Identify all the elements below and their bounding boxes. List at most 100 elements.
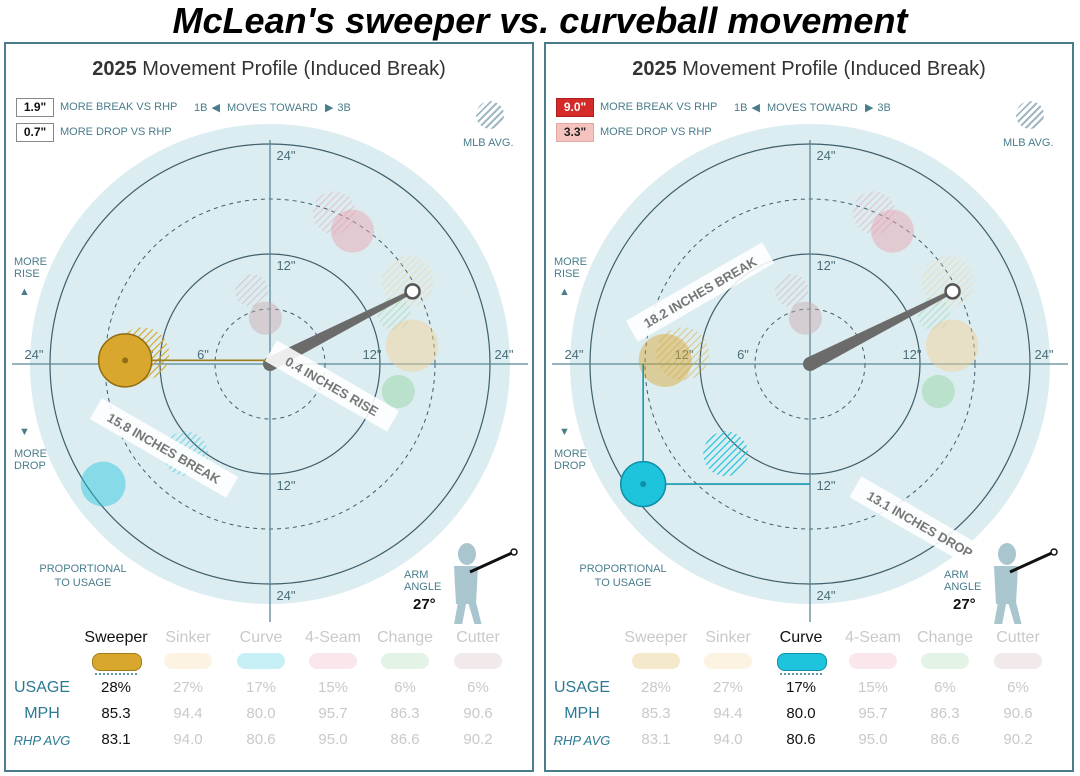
- moves-toward: 1B ◀ MOVES TOWARD ▶ 3B: [734, 101, 895, 114]
- arm-angle-label: ARM ANGLE: [944, 569, 982, 593]
- pitch-header-4-seam: 4-Seam: [304, 629, 362, 646]
- drop-chip: 0.7": [16, 123, 54, 142]
- mlb-avg-marker-cutter: [235, 274, 269, 308]
- arm-angle-value: 27°: [413, 596, 436, 613]
- break-chip-label: MORE BREAK VS RHP: [60, 101, 178, 113]
- movement-plot: 24"12"12"24"24"12"6"12"24"18.2 INCHES BR…: [552, 124, 1068, 624]
- mph-value-sweeper: 85.3: [641, 705, 671, 722]
- moves-toward: 1B ◀ MOVES TOWARD ▶ 3B: [194, 101, 355, 114]
- pitch-marker-cutter: [788, 301, 822, 335]
- tick-label-bottom-24: 24": [276, 588, 295, 603]
- rhp-avg-value-curve: 80.6: [246, 731, 276, 748]
- pitch-swatch-change: [921, 653, 969, 669]
- tick-label-right-12: 12": [362, 347, 381, 362]
- usage-value-sinker: 27%: [172, 679, 204, 696]
- arrow-down-icon: ▼: [19, 426, 30, 438]
- more-drop-label: MORE DROP: [554, 448, 587, 472]
- pitch-header-sinker: Sinker: [165, 629, 211, 646]
- rhp-avg-value-cutter: 90.2: [1003, 731, 1033, 748]
- tick-label-bottom-12: 12": [276, 478, 295, 493]
- mph-value-change: 86.3: [930, 705, 960, 722]
- pitcher-head: [998, 543, 1016, 565]
- ball-icon: [510, 548, 518, 556]
- pitch-header-cutter: Cutter: [996, 629, 1040, 646]
- pitch-header-cutter: Cutter: [456, 629, 500, 646]
- mph-value-sinker: 94.4: [173, 705, 203, 722]
- moves-3b: 3B: [337, 102, 351, 114]
- mph-value-curve: 80.0: [246, 705, 276, 722]
- pitch-header-4-seam: 4-Seam: [844, 629, 902, 646]
- drop-callout-box: [849, 476, 991, 572]
- mlb-avg-marker-sinker: [381, 255, 434, 308]
- arrow-right-icon: ▶: [864, 102, 874, 114]
- sweeper-panel: 2025 Movement Profile (Induced Break) 24…: [4, 42, 534, 772]
- usage-row-label: USAGE: [553, 679, 610, 696]
- mph-value-sweeper: 85.3: [101, 705, 131, 722]
- panel-year: 2025: [632, 58, 677, 80]
- moves-1b: 1B: [194, 102, 208, 114]
- rise-callout-box: [264, 340, 400, 432]
- pitch-header-sweeper: Sweeper: [624, 629, 688, 646]
- pitch-swatch-sweeper: [92, 653, 142, 671]
- drop-chip-label: MORE DROP VS RHP: [600, 126, 712, 138]
- pitch-marker-cutter: [248, 301, 282, 335]
- rhp-avg-value-4-seam: 95.0: [318, 731, 348, 748]
- more-rise-label: MORE RISE: [14, 256, 47, 280]
- release-point-marker: [944, 283, 961, 300]
- rhp-avg-row-label: RHP AVG: [553, 733, 611, 748]
- pitch-header-sinker: Sinker: [705, 629, 751, 646]
- pitch-swatch-curve: [237, 653, 285, 669]
- rhp-avg-value-curve: 80.6: [786, 731, 816, 748]
- tick-label-top-24: 24": [816, 148, 835, 163]
- arm-angle-origin: [803, 357, 817, 371]
- pitch-table: USAGE MPH RHP AVG Sweeper 28% 85.3 83.1 Sinker 2…: [6, 629, 532, 769]
- drop-chip-label: MORE DROP VS RHP: [60, 126, 172, 138]
- usage-row-label: USAGE: [13, 679, 70, 696]
- rhp-avg-value-sweeper: 83.1: [641, 731, 671, 748]
- moves-3b: 3B: [877, 102, 891, 114]
- hatched-circle-icon: [1016, 101, 1044, 129]
- mph-value-change: 86.3: [390, 705, 420, 722]
- usage-value-cutter: 6%: [1007, 679, 1029, 696]
- tick-label-right-24: 24": [494, 347, 513, 362]
- usage-value-sinker: 27%: [712, 679, 744, 696]
- pitch-header-curve: Curve: [779, 629, 823, 646]
- pitch-marker-sinker: [385, 319, 439, 372]
- pitcher-head: [458, 543, 476, 565]
- pitcher-body: [454, 566, 478, 604]
- movement-plot: 24"12"12"24"24"12"6"12"24"0.4 INCHES RIS…: [12, 124, 528, 624]
- pitch-header-curve: Curve: [239, 629, 283, 646]
- tick-label-top-12: 12": [816, 258, 835, 273]
- tick-label-left-6: 6": [197, 347, 209, 362]
- rhp-avg-value-change: 86.6: [930, 731, 960, 748]
- pitch-swatch-sweeper: [632, 653, 680, 669]
- release-point-marker: [404, 283, 421, 300]
- usage-value-4-seam: 15%: [317, 679, 349, 696]
- usage-value-sweeper: 28%: [640, 679, 672, 696]
- arrow-left-icon: ◀: [751, 102, 760, 114]
- pitcher-arm: [1009, 550, 1055, 574]
- arm-angle-line: [266, 289, 414, 371]
- proportional-label: PROPORTIONAL TO USAGE: [39, 563, 127, 589]
- tick-label-bottom-24: 24": [816, 588, 835, 603]
- pitch-header-sweeper: Sweeper: [84, 629, 148, 646]
- more-rise-label: MORE RISE: [554, 256, 587, 280]
- pitch-marker-change: [381, 374, 415, 409]
- mlb-avg-marker-4-seam: [312, 191, 356, 235]
- mlb-avg-marker-curve: [703, 431, 749, 477]
- usage-value-4-seam: 15%: [857, 679, 889, 696]
- usage-value-sweeper: 28%: [100, 679, 132, 696]
- usage-value-change: 6%: [394, 679, 416, 696]
- rhp-avg-value-sweeper: 83.1: [101, 731, 131, 748]
- rhp-avg-value-sinker: 94.0: [173, 731, 203, 748]
- mph-value-cutter: 90.6: [463, 705, 493, 722]
- mlb-avg-marker-4-seam: [852, 191, 896, 235]
- pitcher-body: [994, 566, 1018, 604]
- pitch-swatch-sinker: [164, 653, 212, 669]
- selected-underline: [780, 673, 822, 675]
- pitch-header-change: Change: [916, 629, 974, 646]
- rhp-avg-value-sinker: 94.0: [713, 731, 743, 748]
- rhp-avg-value-change: 86.6: [390, 731, 420, 748]
- mlb-avg-marker-sinker: [921, 255, 974, 308]
- pitch-swatch-curve: [777, 653, 827, 671]
